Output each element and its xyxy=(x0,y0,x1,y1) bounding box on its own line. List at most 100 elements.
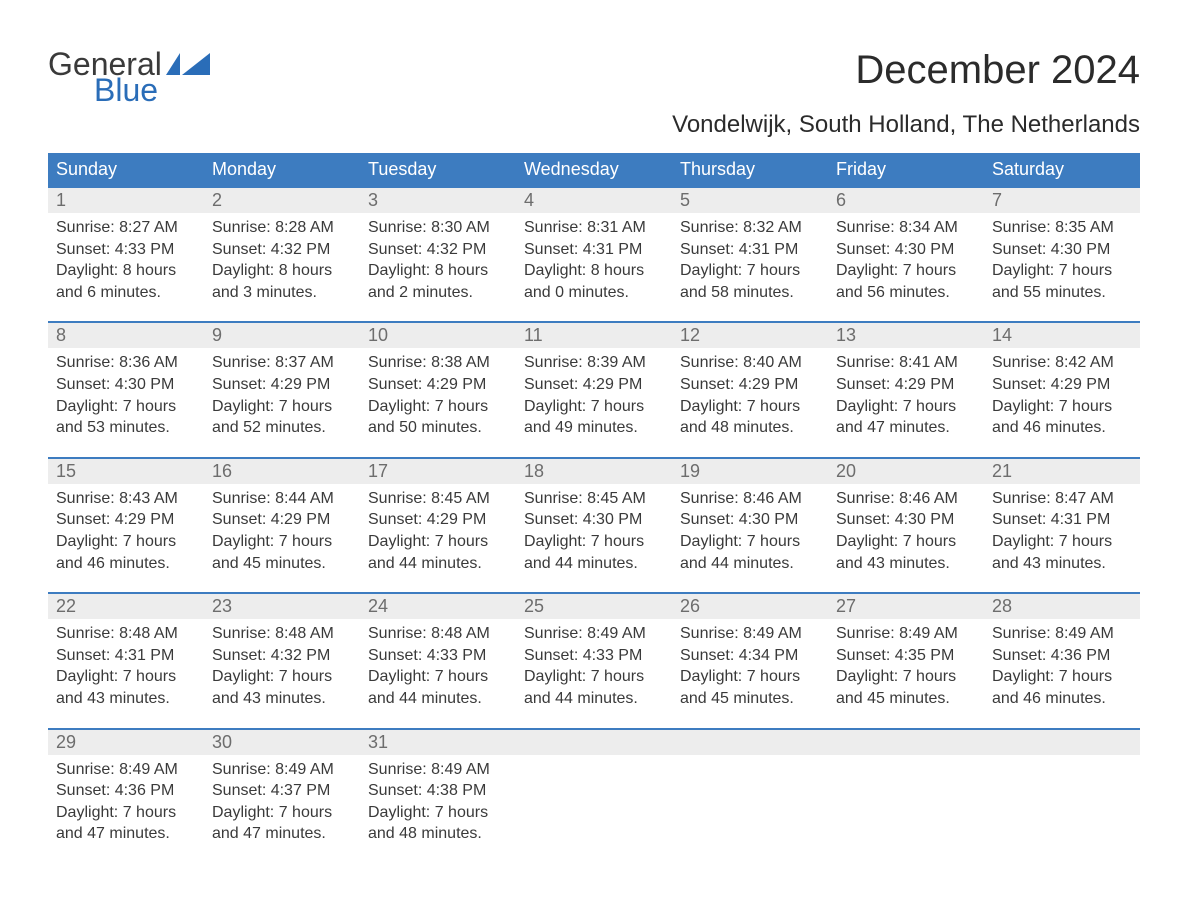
daylight-line2: and 45 minutes. xyxy=(680,688,820,710)
sunset-text: Sunset: 4:31 PM xyxy=(524,239,664,261)
sunset-text: Sunset: 4:29 PM xyxy=(56,509,196,531)
sunrise-text: Sunrise: 8:46 AM xyxy=(680,488,820,510)
brand-part2: Blue xyxy=(48,74,210,106)
day-number: 7 xyxy=(984,188,1140,213)
day-details: Sunrise: 8:31 AMSunset: 4:31 PMDaylight:… xyxy=(516,213,672,303)
daylight-line2: and 44 minutes. xyxy=(524,688,664,710)
calendar-day: 24Sunrise: 8:48 AMSunset: 4:33 PMDayligh… xyxy=(360,594,516,709)
day-details: Sunrise: 8:27 AMSunset: 4:33 PMDaylight:… xyxy=(48,213,204,303)
day-details: Sunrise: 8:46 AMSunset: 4:30 PMDaylight:… xyxy=(828,484,984,574)
calendar-day: 16Sunrise: 8:44 AMSunset: 4:29 PMDayligh… xyxy=(204,459,360,574)
daylight-line1: Daylight: 7 hours xyxy=(524,666,664,688)
calendar-day: 23Sunrise: 8:48 AMSunset: 4:32 PMDayligh… xyxy=(204,594,360,709)
calendar-day: 6Sunrise: 8:34 AMSunset: 4:30 PMDaylight… xyxy=(828,188,984,303)
daylight-line2: and 44 minutes. xyxy=(368,688,508,710)
day-number: 9 xyxy=(204,323,360,348)
day-number: 20 xyxy=(828,459,984,484)
sunrise-text: Sunrise: 8:49 AM xyxy=(680,623,820,645)
sunset-text: Sunset: 4:33 PM xyxy=(524,645,664,667)
weekday-header: Tuesday xyxy=(360,153,516,186)
daylight-line2: and 55 minutes. xyxy=(992,282,1132,304)
day-number: 19 xyxy=(672,459,828,484)
day-number: 4 xyxy=(516,188,672,213)
day-number: 10 xyxy=(360,323,516,348)
daylight-line2: and 46 minutes. xyxy=(992,688,1132,710)
calendar-week: 8Sunrise: 8:36 AMSunset: 4:30 PMDaylight… xyxy=(48,321,1140,438)
daylight-line1: Daylight: 7 hours xyxy=(836,531,976,553)
day-number: 31 xyxy=(360,730,516,755)
day-details: Sunrise: 8:30 AMSunset: 4:32 PMDaylight:… xyxy=(360,213,516,303)
sunset-text: Sunset: 4:31 PM xyxy=(680,239,820,261)
day-details: Sunrise: 8:42 AMSunset: 4:29 PMDaylight:… xyxy=(984,348,1140,438)
sunset-text: Sunset: 4:30 PM xyxy=(524,509,664,531)
daylight-line1: Daylight: 7 hours xyxy=(368,666,508,688)
sunset-text: Sunset: 4:34 PM xyxy=(680,645,820,667)
sunrise-text: Sunrise: 8:49 AM xyxy=(56,759,196,781)
sunrise-text: Sunrise: 8:49 AM xyxy=(212,759,352,781)
weekday-header-row: Sunday Monday Tuesday Wednesday Thursday… xyxy=(48,153,1140,186)
calendar-day: 5Sunrise: 8:32 AMSunset: 4:31 PMDaylight… xyxy=(672,188,828,303)
weekday-header: Friday xyxy=(828,153,984,186)
calendar-day: 1Sunrise: 8:27 AMSunset: 4:33 PMDaylight… xyxy=(48,188,204,303)
header: General Blue December 2024 Vondelwijk, S… xyxy=(48,48,1140,153)
daylight-line1: Daylight: 7 hours xyxy=(524,531,664,553)
day-details: Sunrise: 8:35 AMSunset: 4:30 PMDaylight:… xyxy=(984,213,1140,303)
sunset-text: Sunset: 4:33 PM xyxy=(56,239,196,261)
daylight-line2: and 48 minutes. xyxy=(368,823,508,845)
sunrise-text: Sunrise: 8:44 AM xyxy=(212,488,352,510)
calendar-day: 18Sunrise: 8:45 AMSunset: 4:30 PMDayligh… xyxy=(516,459,672,574)
day-details: Sunrise: 8:39 AMSunset: 4:29 PMDaylight:… xyxy=(516,348,672,438)
daylight-line1: Daylight: 7 hours xyxy=(992,396,1132,418)
calendar-day: 4Sunrise: 8:31 AMSunset: 4:31 PMDaylight… xyxy=(516,188,672,303)
calendar-day: 29Sunrise: 8:49 AMSunset: 4:36 PMDayligh… xyxy=(48,730,204,845)
sunset-text: Sunset: 4:31 PM xyxy=(56,645,196,667)
daylight-line1: Daylight: 8 hours xyxy=(524,260,664,282)
sunrise-text: Sunrise: 8:35 AM xyxy=(992,217,1132,239)
daylight-line1: Daylight: 8 hours xyxy=(212,260,352,282)
day-number: 15 xyxy=(48,459,204,484)
sunset-text: Sunset: 4:30 PM xyxy=(56,374,196,396)
sunrise-text: Sunrise: 8:34 AM xyxy=(836,217,976,239)
day-number: 1 xyxy=(48,188,204,213)
daylight-line2: and 50 minutes. xyxy=(368,417,508,439)
daylight-line1: Daylight: 7 hours xyxy=(56,802,196,824)
daylight-line2: and 47 minutes. xyxy=(212,823,352,845)
daylight-line1: Daylight: 7 hours xyxy=(212,802,352,824)
calendar-day: 11Sunrise: 8:39 AMSunset: 4:29 PMDayligh… xyxy=(516,323,672,438)
day-details: Sunrise: 8:49 AMSunset: 4:37 PMDaylight:… xyxy=(204,755,360,845)
day-number: 3 xyxy=(360,188,516,213)
day-details: Sunrise: 8:47 AMSunset: 4:31 PMDaylight:… xyxy=(984,484,1140,574)
day-details: Sunrise: 8:49 AMSunset: 4:33 PMDaylight:… xyxy=(516,619,672,709)
daylight-line2: and 43 minutes. xyxy=(56,688,196,710)
sunrise-text: Sunrise: 8:49 AM xyxy=(992,623,1132,645)
daylight-line2: and 6 minutes. xyxy=(56,282,196,304)
sunrise-text: Sunrise: 8:38 AM xyxy=(368,352,508,374)
calendar-day: . xyxy=(516,730,672,845)
calendar-week: 1Sunrise: 8:27 AMSunset: 4:33 PMDaylight… xyxy=(48,186,1140,303)
daylight-line2: and 46 minutes. xyxy=(992,417,1132,439)
daylight-line2: and 43 minutes. xyxy=(836,553,976,575)
calendar-day: 27Sunrise: 8:49 AMSunset: 4:35 PMDayligh… xyxy=(828,594,984,709)
sunrise-text: Sunrise: 8:46 AM xyxy=(836,488,976,510)
daylight-line2: and 2 minutes. xyxy=(368,282,508,304)
day-number: 5 xyxy=(672,188,828,213)
daylight-line2: and 44 minutes. xyxy=(680,553,820,575)
sunrise-text: Sunrise: 8:47 AM xyxy=(992,488,1132,510)
sunrise-text: Sunrise: 8:45 AM xyxy=(368,488,508,510)
calendar-week: 15Sunrise: 8:43 AMSunset: 4:29 PMDayligh… xyxy=(48,457,1140,574)
daylight-line1: Daylight: 7 hours xyxy=(992,531,1132,553)
day-number: . xyxy=(984,730,1140,755)
day-number: 6 xyxy=(828,188,984,213)
sunset-text: Sunset: 4:30 PM xyxy=(836,239,976,261)
calendar-day: 3Sunrise: 8:30 AMSunset: 4:32 PMDaylight… xyxy=(360,188,516,303)
sunset-text: Sunset: 4:33 PM xyxy=(368,645,508,667)
calendar-day: 9Sunrise: 8:37 AMSunset: 4:29 PMDaylight… xyxy=(204,323,360,438)
calendar-day: 10Sunrise: 8:38 AMSunset: 4:29 PMDayligh… xyxy=(360,323,516,438)
day-number: 24 xyxy=(360,594,516,619)
calendar-day: 28Sunrise: 8:49 AMSunset: 4:36 PMDayligh… xyxy=(984,594,1140,709)
sunrise-text: Sunrise: 8:37 AM xyxy=(212,352,352,374)
day-number: 27 xyxy=(828,594,984,619)
day-details: Sunrise: 8:45 AMSunset: 4:30 PMDaylight:… xyxy=(516,484,672,574)
daylight-line1: Daylight: 7 hours xyxy=(992,666,1132,688)
sunrise-text: Sunrise: 8:36 AM xyxy=(56,352,196,374)
